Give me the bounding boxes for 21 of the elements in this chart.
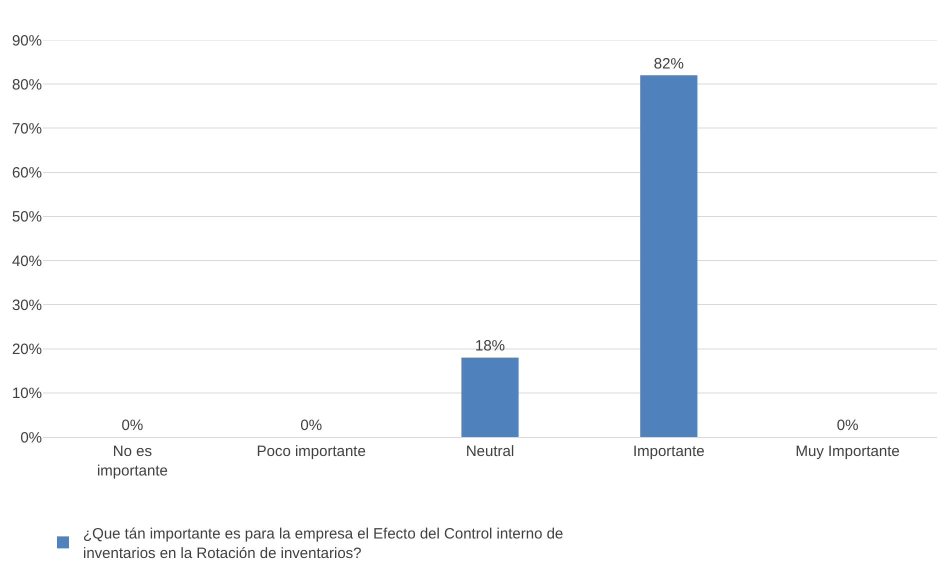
y-tick-label: 30% bbox=[12, 296, 42, 314]
data-label: 0% bbox=[300, 417, 322, 434]
y-tick-label: 40% bbox=[12, 252, 42, 270]
y-tick-label: 10% bbox=[12, 385, 42, 402]
y-tick-label: 0% bbox=[20, 429, 42, 446]
y-tick-label: 50% bbox=[12, 208, 42, 226]
data-label: 82% bbox=[654, 55, 684, 72]
data-label: 0% bbox=[122, 417, 144, 434]
y-tick-label: 90% bbox=[12, 32, 42, 50]
legend-label: ¿Que tán importante es para la empresa el Efecto del Control interno de inventarios en la Rotación de inventarios? bbox=[83, 526, 564, 562]
x-tick-label: Importante bbox=[632, 443, 705, 460]
y-tick-label: 80% bbox=[12, 76, 42, 94]
x-tick-label: No es importante bbox=[96, 443, 168, 480]
x-tick-label: Poco importante bbox=[256, 443, 366, 460]
data-label: 18% bbox=[474, 338, 506, 355]
x-tick-label: Muy Importante bbox=[795, 443, 900, 460]
y-tick-label: 20% bbox=[12, 341, 42, 358]
y-tick-label: 60% bbox=[12, 164, 42, 182]
y-tick-label: 70% bbox=[12, 120, 42, 138]
x-tick-label: Neutral bbox=[466, 443, 514, 460]
data-label: 0% bbox=[836, 417, 858, 434]
